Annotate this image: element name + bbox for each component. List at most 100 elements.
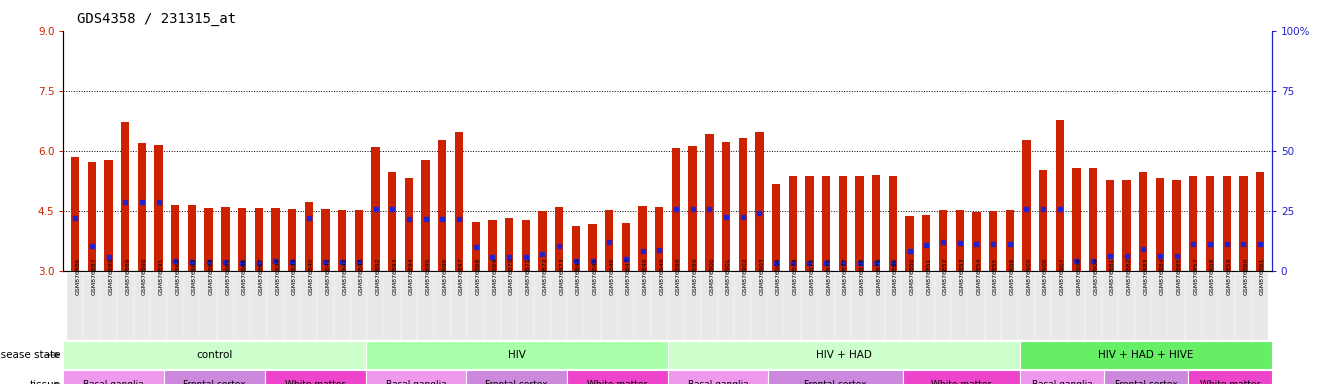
Bar	[184, 273, 201, 340]
Text: GSM876849: GSM876849	[660, 257, 664, 295]
Bar	[371, 147, 379, 271]
Text: GSM876850: GSM876850	[910, 257, 915, 295]
Bar	[551, 273, 567, 340]
Bar	[1085, 273, 1101, 340]
Bar	[167, 273, 184, 340]
Bar	[584, 273, 602, 340]
Bar	[365, 370, 467, 384]
Text: Basal ganglia: Basal ganglia	[83, 380, 144, 384]
Text: GSM876901: GSM876901	[726, 257, 731, 295]
Bar	[137, 143, 145, 271]
Text: GSM876900: GSM876900	[710, 257, 714, 295]
Bar	[903, 370, 1021, 384]
Bar	[522, 220, 530, 271]
Bar	[972, 212, 981, 271]
Text: GSM876851: GSM876851	[927, 257, 931, 295]
Bar	[171, 205, 180, 271]
Bar	[755, 132, 764, 271]
Text: GSM876888: GSM876888	[108, 257, 114, 295]
Bar	[668, 341, 1021, 369]
Bar	[1118, 273, 1134, 340]
Bar	[205, 207, 213, 271]
Text: GSM876882: GSM876882	[1126, 257, 1132, 295]
Bar	[635, 273, 650, 340]
Text: GDS4358 / 231315_at: GDS4358 / 231315_at	[77, 12, 235, 25]
Bar	[1256, 172, 1264, 271]
Bar	[389, 172, 397, 271]
Text: GSM876892: GSM876892	[375, 257, 381, 295]
Bar	[188, 205, 196, 271]
Bar	[1104, 370, 1188, 384]
Bar	[571, 225, 580, 271]
Bar	[1185, 273, 1202, 340]
Bar	[1134, 273, 1151, 340]
Bar	[985, 273, 1001, 340]
Bar	[164, 370, 264, 384]
Bar	[267, 273, 284, 340]
Bar	[383, 273, 401, 340]
Text: GSM876874: GSM876874	[793, 257, 797, 295]
Text: GSM876908: GSM876908	[1076, 257, 1081, 295]
Bar	[768, 273, 784, 340]
Bar	[789, 175, 797, 271]
Bar	[672, 147, 680, 271]
Bar	[1039, 170, 1047, 271]
Bar	[1018, 273, 1035, 340]
Text: GSM876867: GSM876867	[259, 257, 263, 295]
Bar	[602, 273, 617, 340]
Text: GSM876863: GSM876863	[192, 257, 197, 295]
Bar	[701, 273, 718, 340]
Bar	[1068, 273, 1085, 340]
Bar	[567, 370, 668, 384]
Bar	[365, 341, 668, 369]
Bar	[689, 146, 697, 271]
Text: GSM876909: GSM876909	[1093, 257, 1099, 295]
Bar	[917, 273, 935, 340]
Bar	[472, 222, 480, 271]
Bar	[155, 145, 163, 271]
Bar	[422, 159, 430, 271]
Bar	[1105, 180, 1114, 271]
Text: GSM876884: GSM876884	[1159, 257, 1165, 295]
Text: GSM876883: GSM876883	[1144, 257, 1149, 295]
Text: HIV: HIV	[508, 350, 526, 360]
Text: tissue: tissue	[29, 379, 61, 384]
Text: GSM876903: GSM876903	[759, 257, 764, 295]
Bar	[1219, 273, 1235, 340]
Text: GSM876905: GSM876905	[1026, 257, 1031, 295]
Bar	[405, 178, 412, 271]
Text: GSM876842: GSM876842	[342, 257, 348, 295]
Bar	[718, 273, 734, 340]
Bar	[851, 273, 867, 340]
Text: GSM876876: GSM876876	[826, 257, 832, 295]
Text: control: control	[196, 350, 233, 360]
Text: GSM876869: GSM876869	[492, 257, 497, 295]
Bar	[238, 207, 246, 271]
Bar	[1056, 119, 1064, 271]
Bar	[801, 273, 818, 340]
Text: GSM876843: GSM876843	[358, 257, 364, 295]
Bar	[488, 220, 497, 271]
Bar	[221, 207, 230, 271]
Bar	[1173, 180, 1181, 271]
Text: GSM876844: GSM876844	[576, 257, 580, 295]
Text: Frontal cortex: Frontal cortex	[804, 380, 867, 384]
Text: GSM876854: GSM876854	[977, 257, 981, 295]
Bar	[822, 175, 830, 271]
Text: GSM876870: GSM876870	[509, 257, 514, 295]
Text: GSM876860: GSM876860	[1244, 257, 1248, 295]
Text: GSM876846: GSM876846	[609, 257, 615, 295]
Text: GSM876868: GSM876868	[476, 257, 481, 295]
Bar	[1072, 167, 1080, 271]
Bar	[284, 273, 300, 340]
Bar	[1206, 176, 1214, 271]
Bar	[989, 211, 997, 271]
Bar	[588, 224, 596, 271]
Bar	[1022, 139, 1031, 271]
Bar	[768, 370, 903, 384]
Bar	[250, 273, 267, 340]
Text: HIV + HAD + HIVE: HIV + HAD + HIVE	[1099, 350, 1194, 360]
Text: GSM876904: GSM876904	[776, 257, 781, 295]
Bar	[1101, 273, 1118, 340]
Text: Frontal cortex: Frontal cortex	[1114, 380, 1177, 384]
